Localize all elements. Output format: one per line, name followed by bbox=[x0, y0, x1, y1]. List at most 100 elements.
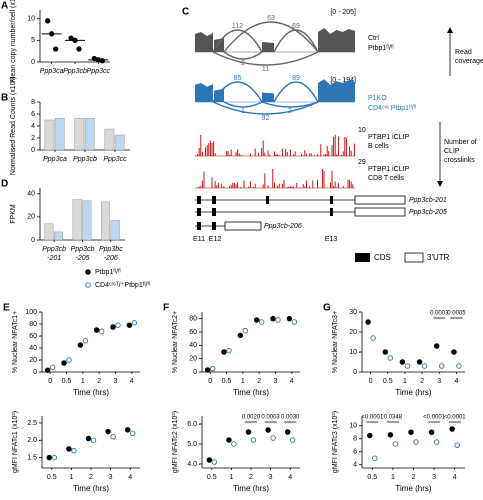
annotation: 0.0003 bbox=[261, 415, 280, 421]
data-point bbox=[286, 315, 293, 322]
y-tick-label: 40 bbox=[29, 345, 37, 352]
x-tick-label: 1 bbox=[403, 378, 407, 385]
data-point bbox=[209, 365, 216, 372]
data-point bbox=[93, 327, 100, 333]
coverage bbox=[195, 83, 213, 102]
y-tick-label: 80 bbox=[29, 321, 37, 328]
y-tick-label: 10 bbox=[27, 16, 35, 23]
y-axis-label: gMFI NFATc3 (x10³) bbox=[332, 411, 339, 473]
junction-arc bbox=[273, 81, 319, 103]
y-tick-label: 60 bbox=[29, 333, 37, 340]
x-tick-label: 4 bbox=[288, 474, 292, 481]
y-tick-label: 20 bbox=[27, 214, 35, 221]
x-tick-label: 0.5 bbox=[383, 378, 393, 385]
track-label: B cells bbox=[368, 143, 389, 150]
track-label: CD8 T cells bbox=[368, 175, 404, 182]
data-point bbox=[270, 315, 276, 322]
data-point bbox=[90, 437, 97, 444]
y-tick-label: 0 bbox=[193, 369, 197, 376]
data-point bbox=[408, 429, 414, 436]
x-axis-label: Time (hrs) bbox=[233, 388, 269, 397]
x-axis-label: Time (hrs) bbox=[233, 484, 269, 493]
data-point bbox=[258, 319, 265, 325]
x-tick-label: 1 bbox=[229, 474, 233, 481]
track-label: Ctrl bbox=[368, 35, 379, 42]
junction-count: 112 bbox=[232, 23, 243, 30]
y-tick-label: 1.5 bbox=[27, 454, 37, 461]
data-point bbox=[66, 446, 72, 452]
y-tick-label: 4.0 bbox=[187, 461, 197, 468]
data-point bbox=[289, 437, 296, 443]
y-tick-label: 0 bbox=[31, 59, 35, 66]
data-point bbox=[85, 282, 91, 288]
data-point bbox=[66, 357, 72, 363]
data-point bbox=[51, 454, 58, 461]
axis-note: CLIP bbox=[444, 148, 460, 155]
panel-letter: A bbox=[1, 1, 8, 12]
y-tick-label: 20 bbox=[349, 329, 357, 336]
x-tick-label: 4 bbox=[128, 474, 132, 481]
junction-arc bbox=[212, 29, 263, 53]
track-label: P1KO bbox=[368, 95, 387, 102]
data-point bbox=[126, 322, 133, 328]
x-tick-label: 1 bbox=[69, 474, 73, 481]
panel-letter: G bbox=[323, 303, 331, 314]
bar bbox=[82, 200, 92, 241]
y-tick-label: 8 bbox=[353, 436, 357, 443]
track-max: 29 bbox=[358, 159, 366, 166]
data-point bbox=[71, 447, 77, 454]
x-tick-label: 4 bbox=[454, 378, 458, 385]
data-point bbox=[211, 459, 218, 465]
data-point bbox=[365, 319, 371, 325]
data-point bbox=[253, 317, 260, 323]
x-tick-label: 2 bbox=[97, 378, 101, 385]
axis-note: coverage bbox=[455, 58, 483, 65]
bar bbox=[110, 220, 120, 241]
coverage bbox=[318, 79, 355, 102]
panel-letter: E bbox=[3, 303, 10, 314]
annotation: 0.0020 bbox=[242, 415, 261, 421]
x-tick-label: Ppp3cb bbox=[71, 246, 95, 253]
y-tick-label: 0 bbox=[31, 147, 35, 154]
data-point bbox=[82, 338, 89, 344]
data-point bbox=[110, 324, 116, 330]
junction-arc bbox=[273, 29, 319, 53]
y-tick-label: 40 bbox=[189, 342, 197, 349]
y-tick-label: 0 bbox=[353, 369, 357, 376]
data-point bbox=[85, 269, 91, 275]
x-tick-label: Ppp3bc bbox=[99, 246, 123, 253]
data-point bbox=[370, 335, 376, 341]
x-tick-label: 0 bbox=[48, 378, 52, 385]
data-point bbox=[382, 349, 389, 355]
bar bbox=[54, 117, 65, 151]
y-tick-label: 30 bbox=[349, 309, 357, 316]
x-tick-label: Ppp3cb bbox=[63, 68, 87, 75]
coverage bbox=[262, 92, 274, 102]
data-point bbox=[454, 442, 460, 449]
y-tick-label: 0 bbox=[31, 237, 35, 244]
data-point bbox=[206, 457, 213, 463]
y-tick-label: 100 bbox=[25, 309, 37, 316]
junction-count: 89 bbox=[292, 75, 300, 82]
coverage bbox=[195, 32, 213, 52]
y-tick-label: 40 bbox=[27, 191, 35, 198]
data-point bbox=[242, 327, 249, 334]
data-point bbox=[77, 342, 84, 348]
x-tick-label: 3 bbox=[269, 474, 273, 481]
x-tick-label: 3 bbox=[109, 474, 113, 481]
bar bbox=[72, 199, 82, 241]
annotation: <0.0001 bbox=[423, 415, 446, 421]
coverage bbox=[318, 28, 355, 52]
data-point bbox=[449, 426, 455, 432]
y-tick-label: 6.0 bbox=[187, 421, 197, 428]
track-max: 10 bbox=[358, 127, 366, 134]
y-tick-label: 2 bbox=[31, 135, 35, 142]
x-tick-label: 0.5 bbox=[367, 474, 377, 481]
track-label: PTBP1 iCLIP bbox=[368, 134, 410, 141]
data-point bbox=[265, 427, 271, 433]
junction-count: 2 bbox=[241, 60, 245, 67]
exon-label: E12 bbox=[209, 236, 222, 243]
y-axis-label: Mean copy number/cell (x10³) bbox=[10, 0, 17, 82]
y-tick-label: 20 bbox=[29, 357, 37, 364]
data-point bbox=[434, 343, 440, 349]
